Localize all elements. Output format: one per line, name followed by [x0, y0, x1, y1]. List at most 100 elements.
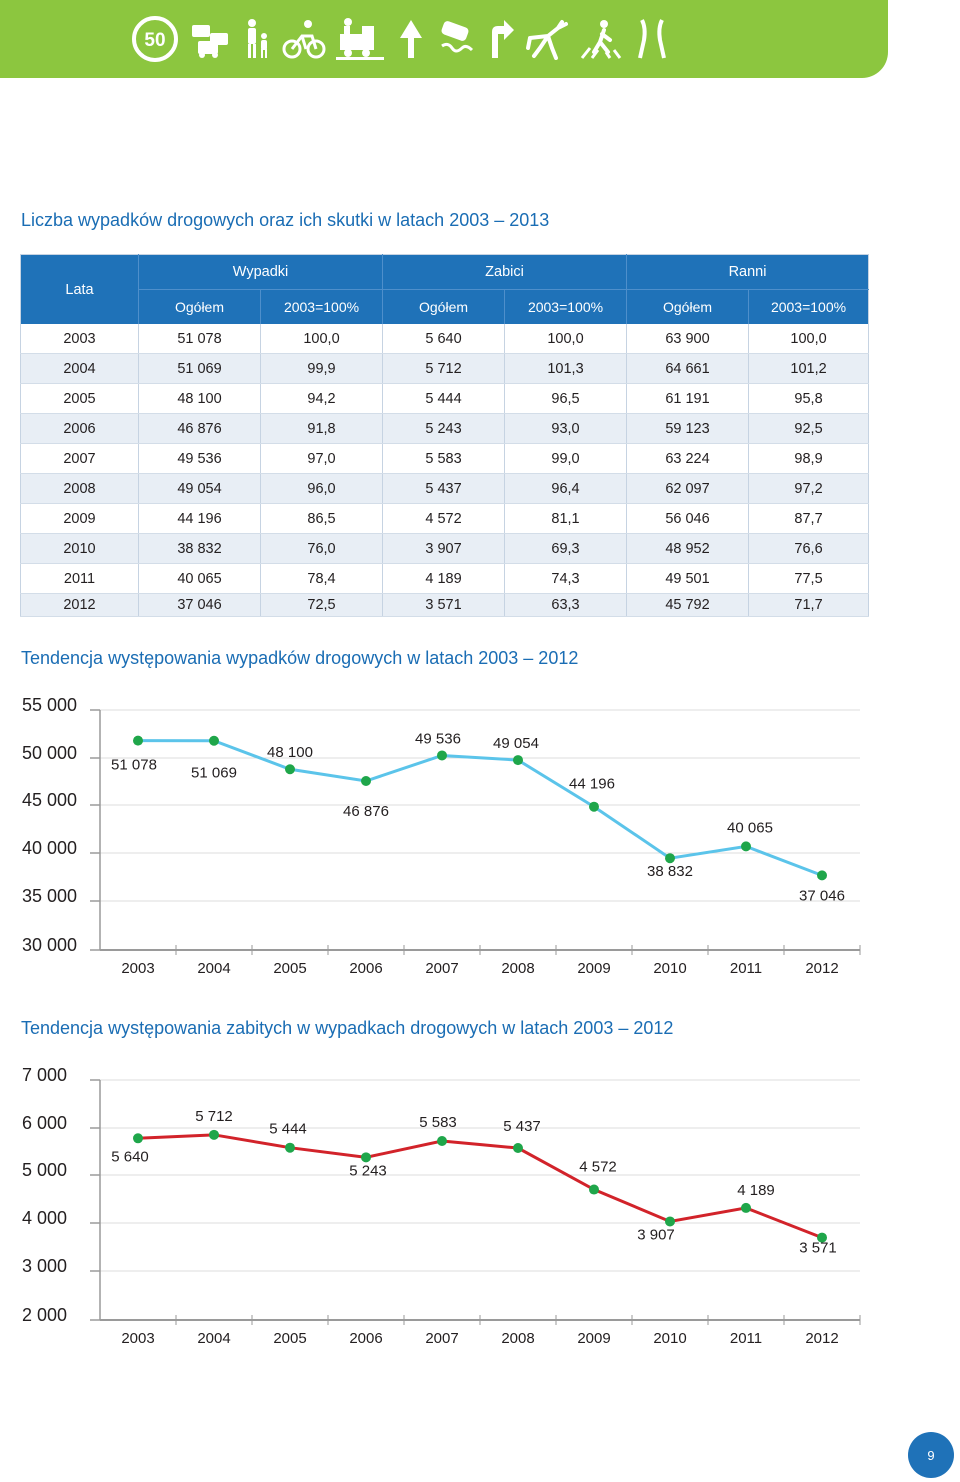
value-cell: 62 097: [626, 473, 749, 504]
data-point: [513, 1143, 523, 1154]
pedestrian-crossing-icon: [580, 20, 622, 59]
value-cell: 93,0: [504, 413, 627, 444]
chart-fatalities-title: Tendencja występowania zabitych w wypadk…: [21, 1018, 674, 1038]
y-tick-label: 50 000: [22, 743, 77, 763]
value-cell: 37 046: [138, 593, 261, 617]
sharp-turn-icon: [492, 20, 514, 58]
table-row: 2005 48 100 94,2 5 444 96,5 61 191 95,8: [20, 383, 869, 414]
year-cell: 2011: [20, 563, 139, 594]
year-cell: 2004: [20, 353, 139, 384]
value-cell: 61 191: [626, 383, 749, 414]
value-cell: 76,0: [259, 533, 383, 564]
skidding-car-icon: [441, 21, 474, 53]
data-point: [589, 801, 599, 812]
value-cell: 49 501: [626, 563, 749, 594]
x-tick-label: 2012: [805, 960, 838, 977]
series-line: [137, 739, 823, 877]
subheader-cell: 2003=100%: [259, 289, 383, 324]
value-cell: 40 065: [138, 563, 261, 594]
chart-fatalities: 7 000 6 000 5 000 4 000 3 000 2 000 2003 2004 20…: [22, 1065, 861, 1347]
data-label: 44 196: [569, 776, 615, 793]
table-row: 2004 51 069 99,9 5 712 101,3 64 661 101,2: [20, 353, 869, 384]
value-cell: 5 640: [382, 324, 505, 354]
y-tick-label: 5 000: [22, 1160, 67, 1180]
value-cell: 101,2: [748, 353, 869, 384]
value-cell: 5 243: [382, 413, 505, 444]
value-cell: 99,0: [504, 443, 627, 474]
road-narrowing-icon: [400, 20, 422, 58]
value-cell: 96,5: [504, 383, 627, 414]
data-label: 4 572: [579, 1159, 617, 1176]
data-point: [513, 755, 523, 766]
data-point: [817, 870, 827, 881]
y-tick-label: 7 000: [22, 1065, 67, 1085]
value-cell: 91,8: [259, 413, 383, 444]
x-tick-label: 2010: [653, 960, 686, 977]
speed-sign-text: 50: [144, 30, 165, 51]
table-row: 2006 46 876 91,8 5 243 93,0 59 123 92,5: [20, 413, 869, 444]
y-tick-label: 35 000: [22, 886, 77, 906]
x-tick-label: 2003: [121, 1330, 154, 1347]
value-cell: 95,8: [748, 383, 869, 414]
subheader-cell: 2003=100%: [748, 289, 869, 324]
year-cell: 2008: [20, 473, 139, 504]
x-tick-label: 2011: [730, 960, 762, 977]
year-cell: 2010: [20, 533, 139, 564]
chart-accidents-title: Tendencja występowania wypadków drogowyc…: [21, 648, 579, 668]
value-cell: 3 907: [382, 533, 505, 564]
table-row: 2012 37 046 72,5 3 571 63,3 45 792 71,7: [20, 593, 869, 617]
value-cell: 78,4: [259, 563, 383, 594]
table-title: Liczba wypadków drogowych oraz ich skutk…: [21, 210, 550, 230]
value-cell: 97,2: [748, 473, 869, 504]
data-point: [437, 750, 447, 761]
x-tick-label: 2005: [273, 960, 306, 977]
year-cell: 2003: [20, 324, 139, 354]
data-label: 5 243: [349, 1162, 387, 1179]
value-cell: 56 046: [626, 503, 749, 534]
value-cell: 69,3: [504, 533, 627, 564]
y-tick-label: 40 000: [22, 838, 77, 858]
subheader-cell: Ogółem: [626, 289, 749, 324]
value-cell: 51 078: [138, 324, 261, 354]
table-row: 2007 49 536 97,0 5 583 99,0 63 224 98,9: [20, 443, 869, 474]
value-cell: 92,5: [748, 413, 869, 444]
data-label: 46 876: [343, 803, 389, 820]
year-cell: 2009: [20, 503, 139, 534]
value-cell: 100,0: [504, 324, 627, 354]
data-point: [209, 735, 219, 746]
table-row: 2010 38 832 76,0 3 907 69,3 48 952 76,6: [20, 533, 869, 564]
value-cell: 5 444: [382, 383, 505, 414]
header-ranni: Ranni: [626, 254, 869, 290]
data-label: 5 437: [503, 1118, 541, 1135]
x-tick-label: 2008: [501, 960, 534, 977]
data-label: 49 536: [415, 730, 461, 747]
value-cell: 100,0: [748, 324, 869, 354]
data-label: 38 832: [647, 863, 693, 880]
table-row: 2011 40 065 78,4 4 189 74,3 49 501 77,5: [20, 563, 869, 594]
y-tick-label: 30 000: [22, 935, 77, 955]
value-cell: 5 437: [382, 473, 505, 504]
road-curves-icon: [638, 19, 666, 59]
table-row: 2003 51 078 100,0 5 640 100,0 63 900 100,0: [20, 324, 869, 354]
data-point: [285, 1142, 295, 1153]
data-label: 5 444: [269, 1121, 307, 1138]
value-cell: 72,5: [259, 593, 383, 617]
data-label: 49 054: [493, 735, 539, 752]
train-crossing-icon: [336, 18, 384, 60]
value-cell: 48 100: [138, 383, 261, 414]
value-cell: 49 054: [138, 473, 261, 504]
traffic-jam-icon: [192, 25, 228, 58]
pedestrians-icon: [248, 19, 267, 58]
year-cell: 2006: [20, 413, 139, 444]
speed-limit-50-icon: 50: [132, 16, 178, 62]
x-tick-label: 2011: [730, 1330, 762, 1347]
data-label: 5 640: [111, 1148, 149, 1165]
data-point: [209, 1129, 219, 1140]
value-cell: 48 952: [626, 533, 749, 564]
value-cell: 63 900: [626, 324, 749, 354]
value-cell: 100,0: [259, 324, 383, 354]
data-label: 37 046: [799, 887, 845, 904]
data-point: [133, 1133, 143, 1144]
y-tick-label: 55 000: [22, 695, 77, 715]
x-tick-label: 2006: [349, 960, 382, 977]
